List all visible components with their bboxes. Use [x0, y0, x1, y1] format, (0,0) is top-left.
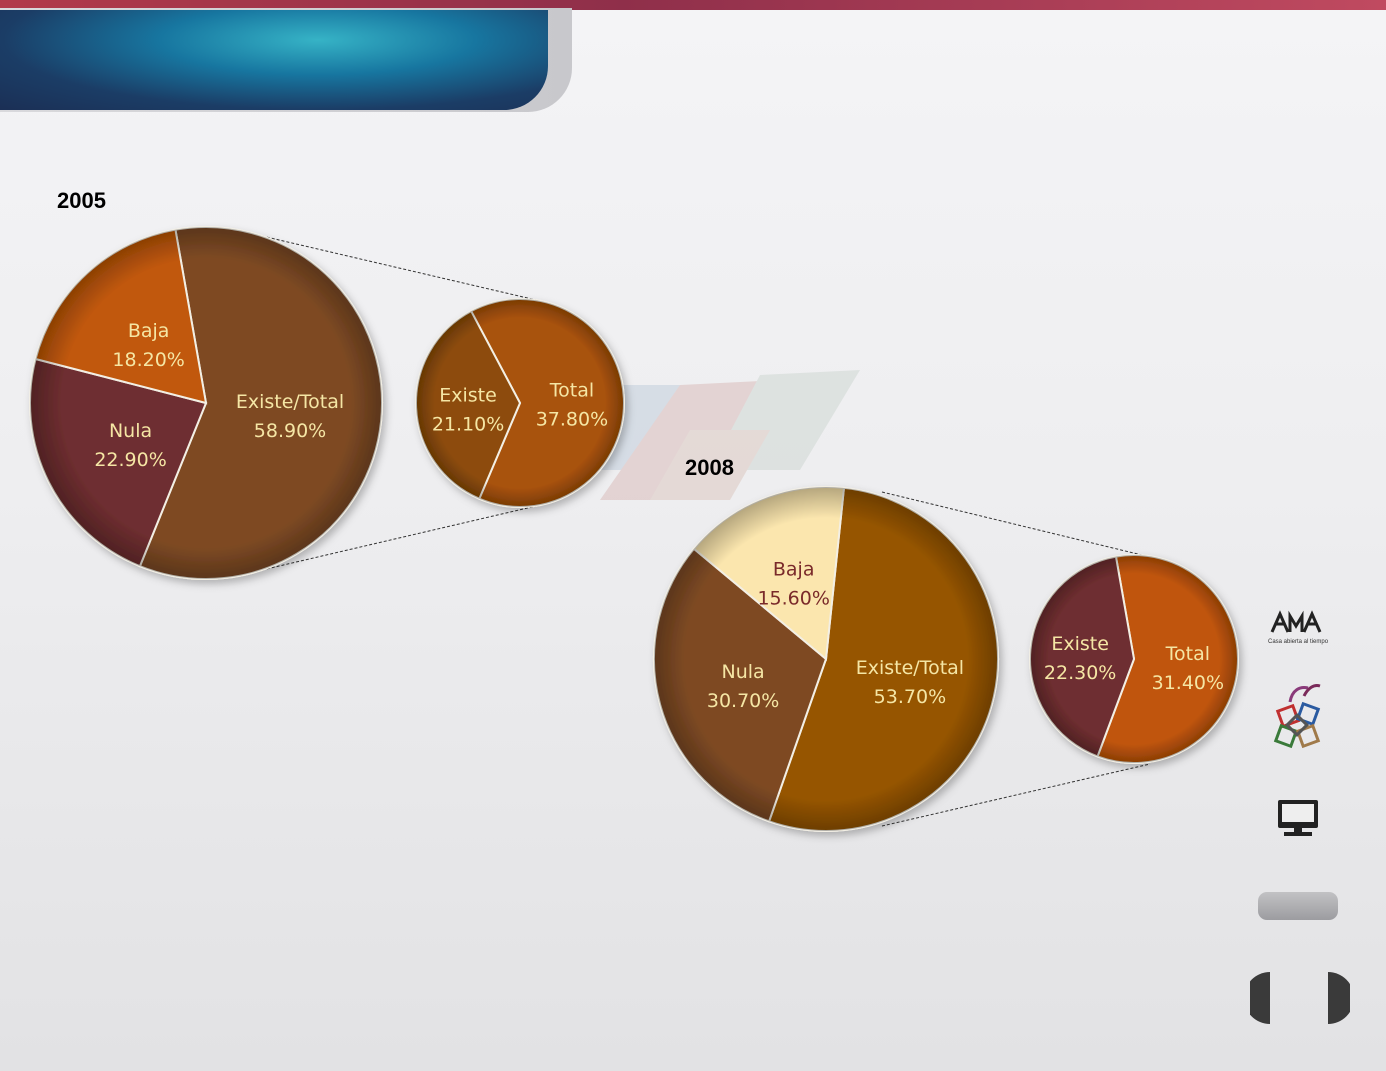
slice-label-existe: Existe [439, 384, 497, 406]
slice-label-baja: Baja [773, 558, 815, 580]
pie-2008-main: Existe/Total 53.70% Nula 30.70% Baja 15.60% [653, 486, 999, 832]
slice-label-existe-total: Existe/Total [856, 657, 964, 679]
slice-label-total: Total [549, 380, 594, 402]
chart-title-2008: 2008 [685, 455, 734, 480]
slice-label-nula: Nula [109, 420, 152, 442]
side-navigation: Casa abierta al tiempo [1244, 600, 1354, 1040]
uam-logo-icon[interactable]: Casa abierta al tiempo [1268, 610, 1329, 645]
menu-button[interactable] [1258, 892, 1338, 920]
pie-2008-breakdown: Total 31.40% Existe 22.30% [1029, 554, 1239, 764]
next-arrow-icon[interactable] [1328, 972, 1354, 1024]
logo-tagline: Casa abierta al tiempo [1268, 639, 1329, 645]
header-banner [0, 10, 548, 110]
slice-value-existe-total: 53.70% [874, 686, 946, 708]
monitor-icon[interactable] [1278, 800, 1318, 836]
top-accent-bar [0, 0, 1386, 10]
slice-value-nula: 30.70% [707, 690, 779, 712]
slice-value-nula: 22.90% [94, 449, 166, 471]
colored-cubes-icon[interactable] [1273, 684, 1321, 749]
slice-value-baja: 15.60% [757, 587, 829, 609]
slice-value-total: 37.80% [536, 409, 608, 431]
slice-label-total: Total [1165, 643, 1210, 665]
slice-value-baja: 18.20% [112, 349, 184, 371]
slice-value-existe-total: 58.90% [254, 420, 326, 442]
slice-label-existe-total: Existe/Total [236, 391, 344, 413]
slice-label-baja: Baja [128, 320, 170, 342]
slice-value-existe: 21.10% [432, 413, 504, 435]
slice-label-existe: Existe [1051, 633, 1109, 655]
slice-value-total: 31.40% [1152, 672, 1224, 694]
slice-value-existe: 22.30% [1044, 662, 1116, 684]
pie-2005-main: Existe/Total 58.90% Nula 22.90% Baja 18.20% [29, 226, 383, 580]
chart-title-2005: 2005 [57, 188, 106, 213]
slice-label-nula: Nula [722, 661, 765, 683]
pie-2005-breakdown: Total 37.80% Existe 21.10% [415, 298, 625, 508]
previous-arrow-icon[interactable] [1244, 972, 1270, 1024]
